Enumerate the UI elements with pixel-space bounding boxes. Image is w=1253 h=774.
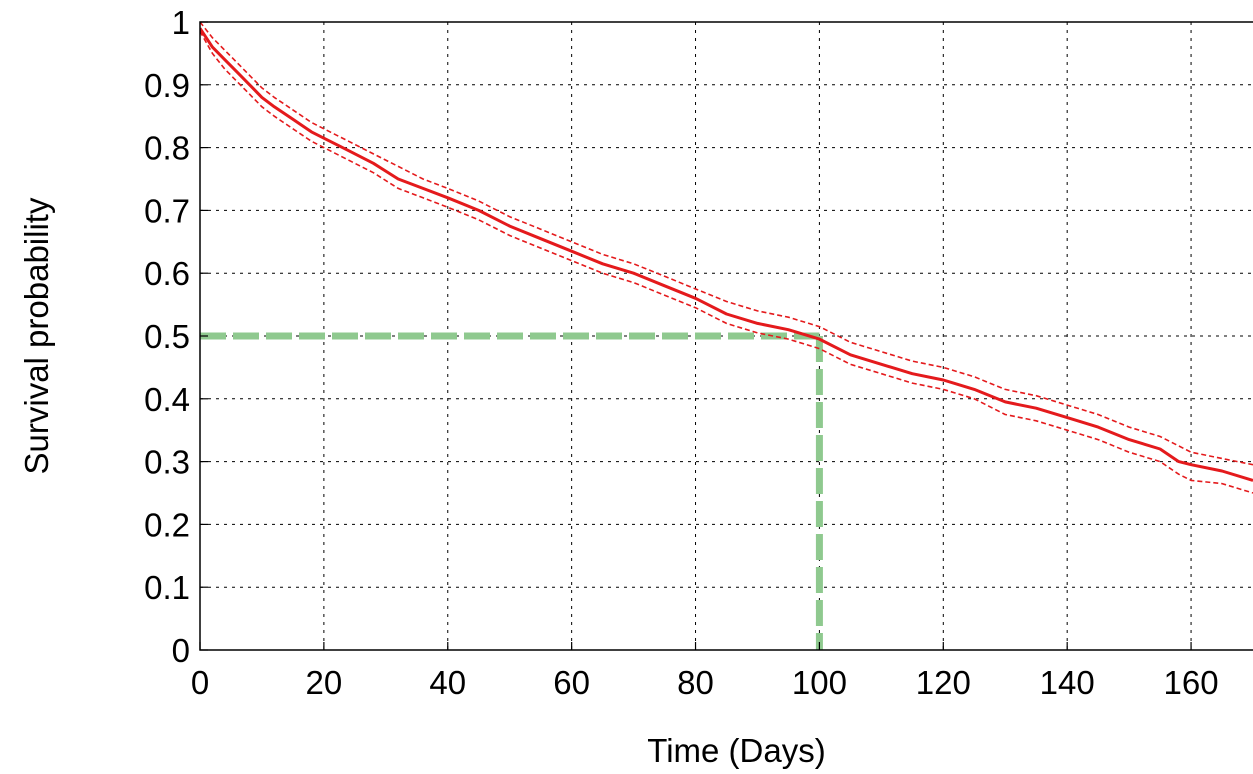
y-tick-label: 0.7 [144,192,190,229]
survival-curve-line [200,27,1253,482]
x-tick-label: 120 [916,664,971,701]
x-tick-label: 20 [306,664,343,701]
median-annotation [200,332,823,650]
y-tick-labels: 0 0.1 0.2 0.3 0.4 0.5 0.6 0.7 0.8 0.9 1 [144,4,208,669]
x-tick-label: 80 [677,664,714,701]
y-axis-label: Survival probability [18,197,55,474]
x-tick-label: 160 [1164,664,1219,701]
confidence-bound-line [200,21,1253,466]
y-tick-label: 0.3 [144,444,190,481]
y-tick-label: 1 [172,4,190,41]
x-tick-labels: 0 20 40 60 80 100 120 140 160 [191,642,1219,701]
y-tick-label: 0.9 [144,67,190,104]
x-axis-label: Time (Days) [647,732,825,769]
x-tick-label: 40 [429,664,466,701]
x-tick-label: 100 [792,664,847,701]
x-tick-label: 0 [191,664,209,701]
x-tick-label: 140 [1040,664,1095,701]
y-tick-label: 0.8 [144,130,190,167]
y-tick-label: 0.2 [144,506,190,543]
y-tick-label: 0.6 [144,255,190,292]
y-tick-label: 0 [172,632,190,669]
y-tick-label: 0.4 [144,381,190,418]
y-tick-label: 0.5 [144,318,190,355]
y-tick-label: 0.1 [144,569,190,606]
confidence-bound-line [200,31,1253,494]
series-group [200,21,1253,494]
x-tick-label: 60 [553,664,590,701]
